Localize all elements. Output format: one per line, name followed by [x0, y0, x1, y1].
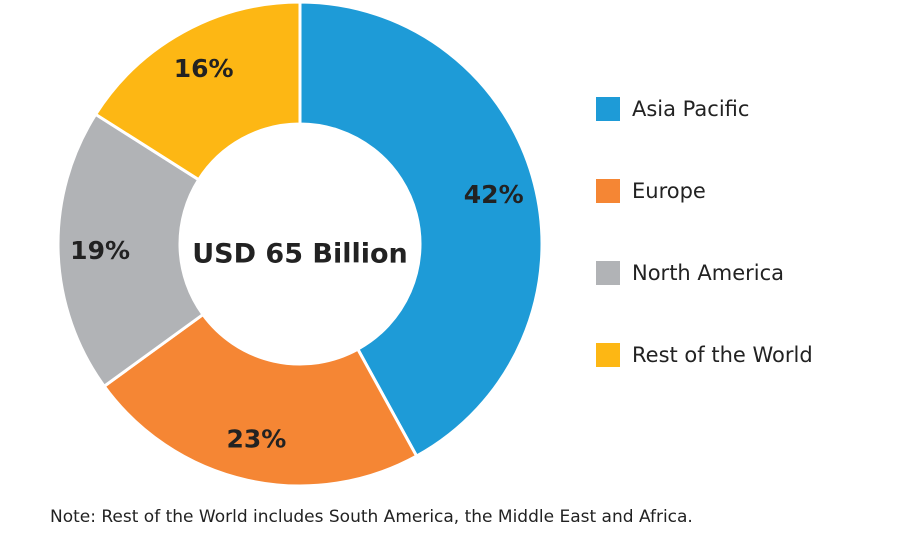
legend-item-europe: Europe: [596, 174, 813, 208]
legend-label: Rest of the World: [632, 343, 813, 367]
slice-label-asia-pacific: 42%: [464, 180, 524, 209]
slice-asia-pacific: [298, 0, 544, 459]
center-total-label: USD 65 Billion: [192, 239, 408, 270]
slice-north-america: [56, 112, 206, 389]
legend-swatch: [596, 97, 620, 121]
slice-label-europe: 23%: [226, 425, 286, 454]
legend-item-north-america: North America: [596, 256, 813, 290]
donut-slices: [56, 0, 544, 488]
legend-swatch: [596, 343, 620, 367]
legend-label: Asia Pacific: [632, 97, 750, 121]
slice-rest-of-the-world: [93, 0, 302, 182]
legend-item-rest-of-the-world: Rest of the World: [596, 338, 813, 372]
legend-label: Europe: [632, 179, 706, 203]
legend-swatch: [596, 261, 620, 285]
legend-item-asia-pacific: Asia Pacific: [596, 92, 813, 126]
legend-swatch: [596, 179, 620, 203]
legend: Asia Pacific Europe North America Rest of t…: [596, 92, 813, 420]
slice-europe: [102, 312, 419, 488]
slice-label-rest-of-the-world: 16%: [174, 54, 234, 83]
slice-label-north-america: 19%: [70, 236, 130, 265]
footnote: Note: Rest of the World includes South A…: [50, 507, 693, 527]
slice-labels: 42% 23% 19% 16%: [70, 54, 523, 453]
donut-chart: 42% 23% 19% 16% USD 65 Billion: [56, 0, 544, 488]
legend-label: North America: [632, 261, 785, 285]
